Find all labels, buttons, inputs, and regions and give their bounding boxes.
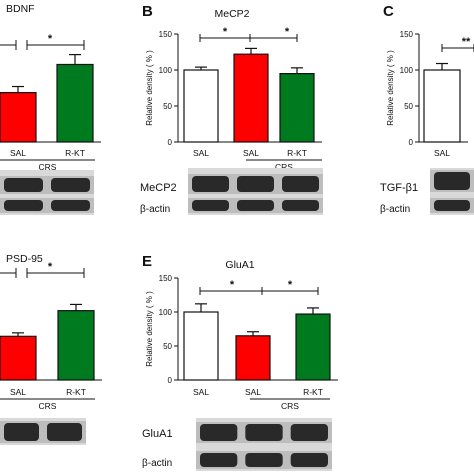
bar-sal — [0, 335, 37, 381]
significance-marker: * — [48, 33, 53, 45]
x-tick-label: R-KT — [65, 148, 85, 158]
bar-r-kt — [56, 63, 94, 143]
significance-marker: * — [48, 261, 53, 273]
bar-sal — [0, 91, 37, 143]
blot-band — [237, 200, 274, 211]
panel-letter: E — [142, 253, 152, 270]
panel-letter: C — [383, 3, 394, 20]
x-tick-label: SAL — [245, 387, 261, 397]
significance-marker: * — [230, 279, 235, 291]
significance-marker: ** — [462, 36, 471, 48]
blot-band — [290, 453, 328, 467]
blot-band — [51, 200, 90, 211]
blot-band — [434, 200, 470, 211]
y-tick-label: 0 — [168, 138, 173, 147]
bar-sal — [183, 311, 219, 381]
bar-r-kt — [279, 72, 315, 143]
blot-band — [245, 453, 283, 467]
group-label: CRS — [281, 401, 299, 411]
chart-title: BDNF — [6, 3, 35, 15]
blot-band — [192, 176, 229, 192]
chart-title: GluA1 — [225, 259, 254, 271]
y-tick-label: 150 — [400, 30, 414, 39]
blot-band — [4, 200, 43, 211]
y-tick-label: 0 — [168, 376, 173, 385]
blot-label: β-actin — [380, 204, 410, 215]
blot-band — [51, 178, 90, 192]
y-tick-label: 150 — [159, 274, 173, 283]
blot-label: MeCP2 — [140, 182, 177, 194]
y-tick-label: 50 — [163, 342, 172, 351]
blot-band — [282, 200, 319, 211]
y-tick-label: 100 — [400, 66, 414, 75]
blot-band — [192, 200, 229, 211]
y-tick-label: 50 — [163, 102, 172, 111]
y-axis-label: Relative density ( % ) — [386, 50, 395, 126]
blot-band — [245, 424, 283, 441]
significance-marker: * — [223, 26, 228, 38]
chart-panel-1: BDNF SAL R-KT CRS * — [0, 3, 101, 215]
x-tick-label: SAL — [193, 148, 209, 158]
x-tick-label: SAL — [10, 387, 26, 397]
y-tick-label: 100 — [159, 66, 173, 75]
y-tick-label: 0 — [409, 138, 414, 147]
bar-r-kt — [57, 310, 95, 381]
y-tick-label: 50 — [404, 102, 413, 111]
blot-band — [4, 423, 39, 441]
panel-letter: B — [142, 3, 153, 20]
blot-band — [47, 423, 82, 441]
chart-panel-2: B MeCP2 0 50 100 150 Relative density ( % ) SAL… — [140, 3, 323, 215]
blot-band — [4, 178, 43, 192]
x-tick-label: R-KT — [66, 387, 86, 397]
x-tick-label: SAL — [10, 148, 26, 158]
y-tick-label: 150 — [159, 30, 173, 39]
x-tick-label: SAL — [193, 387, 209, 397]
blot-label: β-actin — [142, 458, 172, 469]
chart-panel-4: PSD-95 SAL R-KT CRS * — [0, 253, 102, 445]
blot-band — [434, 172, 470, 190]
bar-r-kt — [295, 313, 331, 381]
x-tick-label: R-KT — [287, 148, 307, 158]
y-axis-label: Relative density ( % ) — [145, 291, 154, 367]
blot-band — [200, 453, 238, 467]
blot-label: β-actin — [140, 204, 170, 215]
blot-label: TGF-β1 — [380, 182, 418, 194]
bar-sal — [423, 69, 461, 143]
bar-sal — [183, 69, 219, 143]
chart-title: MeCP2 — [214, 8, 249, 20]
blot-band — [290, 424, 328, 441]
blot-band — [200, 424, 238, 441]
chart-title: PSD-95 — [6, 253, 43, 265]
blot-band — [237, 176, 274, 192]
blot-label: GluA1 — [142, 428, 173, 440]
group-label: CRS — [39, 162, 57, 172]
bar-sal — [233, 53, 269, 143]
bar-sal — [235, 335, 271, 381]
x-tick-label: SAL — [434, 148, 450, 158]
x-tick-label: R-KT — [303, 387, 323, 397]
significance-marker: * — [285, 26, 290, 38]
group-label: CRS — [275, 162, 293, 172]
chart-panel-3: C 0 50 100 150 Relative density ( % ) SAL ** TGF… — [380, 3, 474, 215]
y-tick-label: 100 — [159, 308, 173, 317]
x-tick-label: SAL — [243, 148, 259, 158]
significance-marker: * — [288, 279, 293, 291]
group-label: CRS — [39, 401, 57, 411]
blot-band — [282, 176, 319, 192]
chart-panel-5: E GluA1 0 50 100 150 Relative density ( % ) SAL… — [142, 253, 338, 471]
y-axis-label: Relative density ( % ) — [145, 50, 154, 126]
